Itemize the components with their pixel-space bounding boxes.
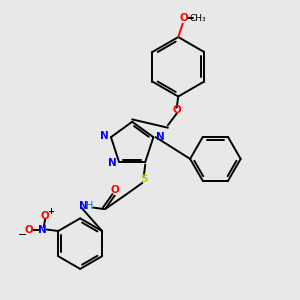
Text: H: H bbox=[86, 201, 93, 211]
Text: N: N bbox=[108, 158, 117, 168]
Text: N: N bbox=[38, 224, 47, 235]
Text: O: O bbox=[172, 106, 181, 116]
Text: S: S bbox=[140, 174, 148, 184]
Text: O: O bbox=[24, 224, 33, 235]
Text: −: − bbox=[18, 230, 27, 240]
Text: N: N bbox=[79, 201, 88, 211]
Text: N: N bbox=[155, 132, 164, 142]
Text: O: O bbox=[180, 13, 189, 23]
Text: +: + bbox=[47, 207, 54, 216]
Text: O: O bbox=[110, 185, 119, 195]
Text: CH₃: CH₃ bbox=[190, 14, 206, 23]
Text: N: N bbox=[100, 131, 109, 141]
Text: O: O bbox=[41, 211, 50, 221]
